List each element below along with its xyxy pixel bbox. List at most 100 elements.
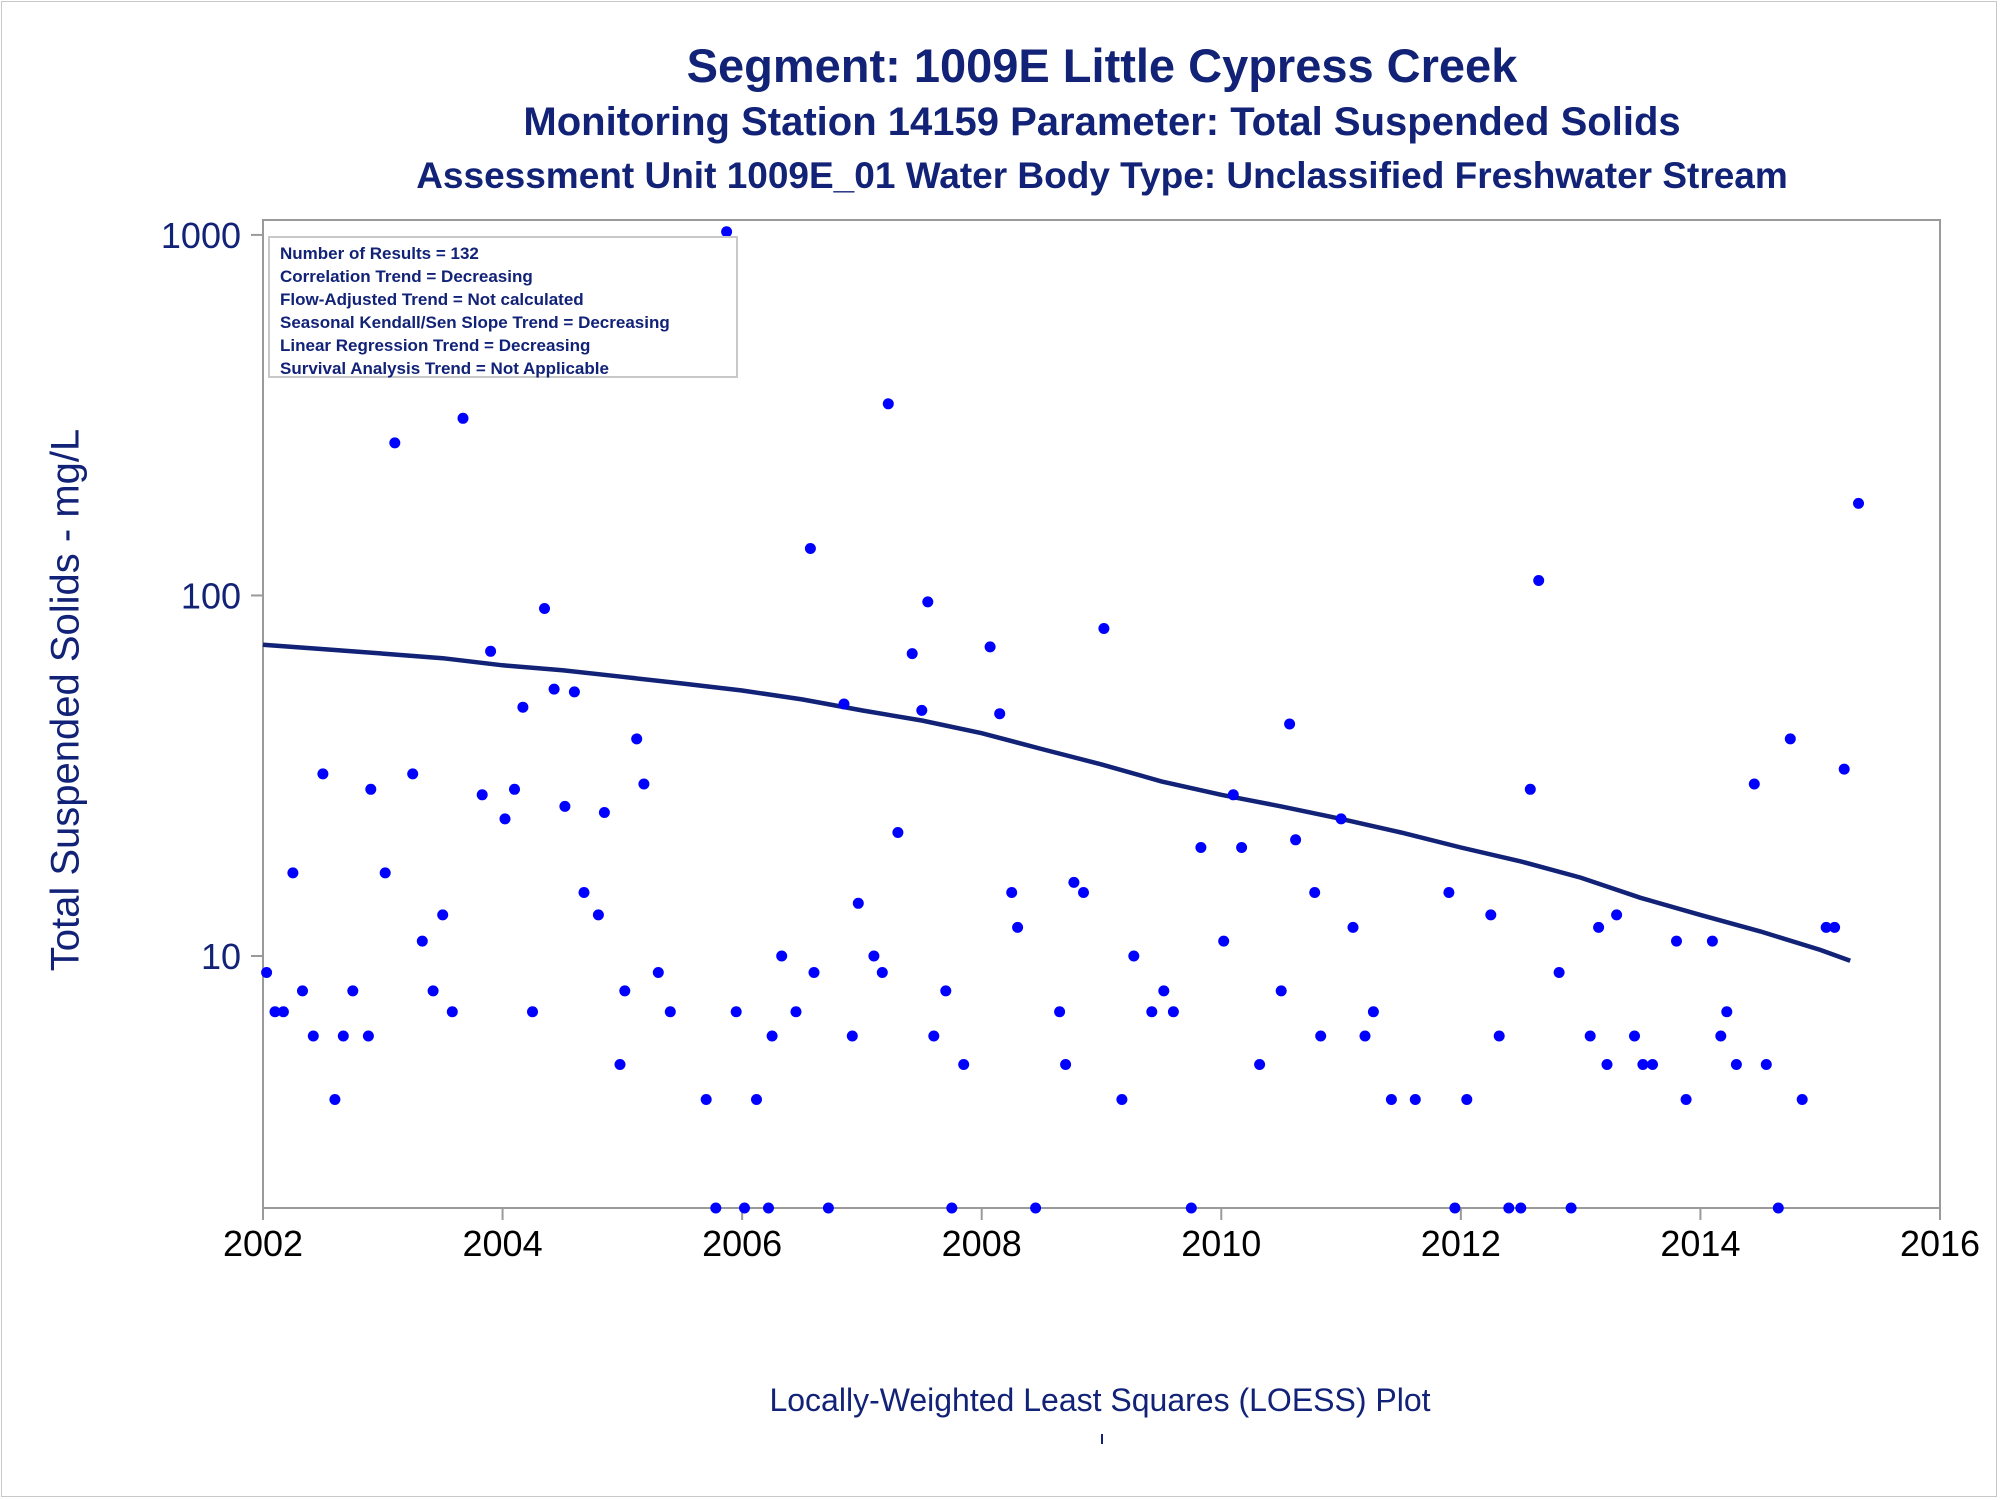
data-point bbox=[365, 783, 377, 795]
data-point bbox=[1006, 887, 1018, 898]
legend-line-correlation: Correlation Trend = Decreasing bbox=[280, 267, 533, 286]
data-point bbox=[1078, 887, 1089, 898]
data-point bbox=[846, 1030, 858, 1042]
data-point bbox=[379, 867, 391, 879]
x-tick-label: 2014 bbox=[1660, 1223, 1740, 1264]
data-point bbox=[1503, 1202, 1515, 1214]
chart-subtitle-station: Monitoring Station 14159 Parameter: Tota… bbox=[523, 100, 1681, 144]
data-point bbox=[1647, 1059, 1658, 1070]
data-point bbox=[928, 1030, 940, 1042]
data-point bbox=[1553, 967, 1565, 978]
data-point bbox=[1593, 921, 1605, 933]
data-point bbox=[457, 412, 469, 424]
data-point bbox=[1533, 575, 1545, 586]
data-point bbox=[1443, 887, 1455, 898]
data-point bbox=[1167, 1006, 1179, 1018]
data-point bbox=[416, 935, 428, 947]
data-point bbox=[876, 967, 888, 978]
data-point bbox=[1461, 1094, 1473, 1105]
data-point bbox=[958, 1059, 970, 1070]
data-point bbox=[739, 1202, 750, 1214]
y-tick-label: 1000 bbox=[161, 215, 241, 256]
legend-line-survival: Survival Analysis Trend = Not Applicable bbox=[280, 359, 609, 378]
data-point bbox=[1290, 834, 1302, 846]
data-point bbox=[1227, 789, 1239, 801]
data-point bbox=[776, 950, 788, 962]
data-point bbox=[882, 398, 894, 410]
data-point bbox=[1515, 1202, 1527, 1214]
data-point bbox=[1584, 1030, 1596, 1042]
data-point bbox=[1054, 1006, 1066, 1018]
data-point bbox=[527, 1006, 538, 1018]
chart-subtitle-assessment: Assessment Unit 1009E_01 Water Body Type… bbox=[416, 155, 1788, 196]
data-point bbox=[1218, 935, 1230, 947]
data-point bbox=[721, 226, 733, 238]
data-point bbox=[592, 909, 604, 921]
data-point bbox=[1493, 1030, 1505, 1042]
data-point bbox=[766, 1030, 778, 1042]
data-point bbox=[476, 789, 488, 801]
y-tick-label: 100 bbox=[181, 575, 241, 616]
data-point bbox=[1772, 1202, 1784, 1214]
x-tick-label: 2004 bbox=[463, 1223, 543, 1264]
data-point bbox=[946, 1202, 958, 1214]
data-point bbox=[1275, 985, 1287, 997]
data-point bbox=[1524, 783, 1536, 795]
legend-line-linear-regression: Linear Regression Trend = Decreasing bbox=[280, 336, 591, 355]
data-point bbox=[940, 985, 952, 997]
legend-line-seasonal-kendall: Seasonal Kendall/Sen Slope Trend = Decre… bbox=[280, 313, 670, 332]
data-point bbox=[1611, 909, 1623, 921]
data-point bbox=[1730, 1059, 1742, 1070]
data-point bbox=[1629, 1030, 1640, 1042]
data-point bbox=[1030, 1202, 1042, 1214]
data-point bbox=[1335, 813, 1347, 825]
data-point bbox=[407, 768, 419, 780]
data-point bbox=[1284, 718, 1296, 730]
data-point bbox=[1385, 1094, 1397, 1105]
data-point bbox=[559, 800, 571, 812]
data-point bbox=[1853, 497, 1864, 509]
x-tick-label: 2016 bbox=[1900, 1223, 1980, 1264]
data-point bbox=[517, 701, 529, 713]
data-point bbox=[852, 897, 864, 909]
data-point bbox=[1098, 623, 1110, 634]
data-point bbox=[868, 950, 880, 962]
loess-curve bbox=[262, 642, 1851, 963]
data-point bbox=[1485, 909, 1497, 921]
legend-line-results: Number of Results = 132 bbox=[280, 244, 479, 263]
data-point bbox=[730, 1006, 742, 1018]
data-point bbox=[1146, 1006, 1158, 1018]
data-point bbox=[539, 603, 550, 614]
data-point bbox=[1721, 1006, 1733, 1018]
data-point bbox=[1449, 1202, 1461, 1214]
data-point bbox=[1838, 763, 1850, 775]
data-point bbox=[568, 686, 580, 698]
data-point bbox=[1367, 1006, 1379, 1018]
data-point bbox=[790, 1006, 802, 1018]
data-point bbox=[1715, 1030, 1727, 1042]
data-point bbox=[664, 1006, 676, 1018]
data-point bbox=[317, 768, 329, 780]
data-point bbox=[1601, 1059, 1613, 1070]
x-tick-label: 2006 bbox=[702, 1223, 782, 1264]
data-point bbox=[1195, 842, 1207, 853]
data-point bbox=[485, 645, 497, 657]
y-tick-label: 10 bbox=[201, 936, 241, 977]
data-point bbox=[700, 1094, 712, 1105]
data-point bbox=[1068, 876, 1080, 888]
y-axis-label: Total Suspended Solids - mg/L bbox=[43, 428, 88, 972]
data-point bbox=[619, 985, 631, 997]
data-point bbox=[1829, 921, 1841, 933]
data-point bbox=[631, 733, 643, 745]
data-point bbox=[437, 909, 449, 921]
data-point bbox=[1760, 1059, 1772, 1070]
data-point bbox=[922, 596, 934, 608]
data-point bbox=[427, 985, 439, 997]
data-point bbox=[1796, 1094, 1808, 1105]
data-point bbox=[548, 683, 560, 695]
data-point bbox=[906, 648, 918, 660]
data-point bbox=[297, 985, 308, 997]
data-point bbox=[808, 967, 820, 978]
